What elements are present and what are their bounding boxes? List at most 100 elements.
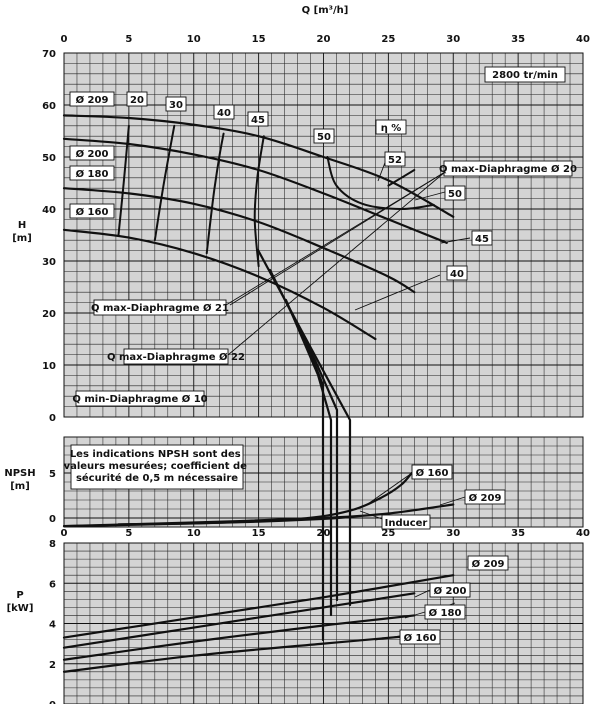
npsh-y-ticks: 05: [49, 469, 56, 525]
power-label-209: Ø 209: [472, 558, 505, 570]
npsh-axis-unit: [m]: [10, 481, 30, 492]
npsh-box-160: [411, 464, 453, 480]
x-tick-label: 25: [381, 34, 395, 45]
y-tick-label: 0: [49, 514, 56, 525]
x-tick-label: 40: [576, 34, 590, 45]
qmin-10-label: Q min-Diaphragme Ø 10: [72, 393, 207, 405]
head-curve-160: [62, 228, 377, 341]
npsh-label-209: Ø 209: [469, 492, 502, 504]
power-label-180: Ø 180: [429, 607, 462, 619]
y-tick-label: 2: [49, 660, 56, 671]
y-tick-label: 0: [49, 413, 56, 424]
efficiency-curve-52: [387, 169, 416, 187]
power-axis-title: P: [16, 590, 23, 601]
head-label-209: Ø 209: [76, 94, 109, 106]
eff-label-50: 50: [317, 132, 331, 143]
y-tick-label: 20: [42, 309, 56, 320]
power-box-160: [399, 629, 441, 645]
x-ticks-middle: 0 5 10 15 20 25 30 35 40: [61, 528, 590, 539]
qmax-22-label: Q max-Diaphragme Ø 22: [107, 351, 245, 363]
eff-label-40: 40: [217, 108, 231, 119]
eff-box-40: [213, 104, 235, 120]
efficiency-curve-45: [253, 135, 265, 268]
x-ticks-top: 0 5 10 15 20 25 30 35 40: [61, 34, 590, 45]
power-grid: [63, 542, 584, 704]
label-box-h200: [69, 145, 115, 161]
efficiency-curve-50: [326, 156, 435, 211]
power-axis-unit: [kW]: [7, 603, 34, 614]
qmax-21-label: Q max-Diaphragme Ø 21: [91, 302, 229, 314]
qmax-20-label: Q max-Diaphragme Ø 20: [439, 163, 577, 175]
eff-right-box-50: [444, 185, 466, 201]
x-tick-label: 30: [446, 528, 460, 539]
eff-box-20: [126, 91, 148, 107]
x-tick-label: 35: [511, 528, 525, 539]
eff-box-45: [247, 111, 269, 127]
efficiency-curves: [117, 124, 435, 268]
eff-label-45: 45: [251, 115, 265, 126]
head-axis-unit: [m]: [12, 233, 32, 244]
x-tick-label: 10: [187, 34, 201, 45]
qmax-22-box: [123, 348, 229, 365]
eff-box-50: [313, 128, 335, 144]
y-tick-label: 6: [49, 579, 56, 590]
power-curve-180: [62, 614, 416, 661]
y-tick-label: 50: [42, 153, 56, 164]
eff-label-52: 52: [388, 155, 402, 166]
npsh-note-box: [70, 444, 244, 490]
efficiency-curve-40: [205, 132, 225, 255]
x-tick-label: 25: [381, 528, 395, 539]
eff-right-label-50: 50: [448, 189, 462, 200]
y-tick-label: 60: [42, 101, 56, 112]
qmax-21-box: [93, 299, 227, 316]
x-tick-label: 20: [317, 34, 331, 45]
x-tick-label: 35: [511, 34, 525, 45]
speed-label-box: [484, 66, 566, 83]
eff-label-20: 20: [130, 95, 144, 106]
eff-right-label-45: 45: [475, 234, 489, 245]
head-grid: [63, 52, 584, 418]
label-box-h160: [69, 203, 115, 219]
head-y-ticks: 0 10 20 30 40 50 60 70: [42, 49, 56, 424]
head-label-200: Ø 200: [76, 148, 109, 160]
npsh-curve-inducer: [117, 516, 351, 526]
power-box-209: [467, 555, 509, 571]
npsh-note: Les indications NPSH sont des valeurs me…: [64, 449, 251, 484]
power-label-160: Ø 160: [404, 632, 437, 644]
head-curve-209: [62, 114, 455, 218]
connector-lines: [256, 248, 352, 642]
eta-label: η %: [381, 123, 402, 134]
qmin-10-box: [75, 390, 205, 407]
power-box-200: [429, 582, 471, 598]
power-curve-200: [62, 592, 416, 649]
y-tick-label: 10: [42, 361, 56, 372]
qmax-20-box: [443, 160, 573, 177]
head-curve-180: [62, 187, 416, 294]
x-tick-label: 10: [187, 528, 201, 539]
x-tick-label: 5: [125, 34, 132, 45]
head-label-160: Ø 160: [76, 206, 109, 218]
head-axis-title: H: [18, 220, 26, 231]
power-box-180: [424, 604, 466, 620]
npsh-box-209: [464, 489, 506, 505]
x-tick-label: 40: [576, 528, 590, 539]
power-curve-160: [62, 634, 416, 673]
power-y-ticks: 0 2 4 6 8: [49, 539, 56, 704]
y-tick-label: 40: [42, 205, 56, 216]
eff-label-30: 30: [169, 100, 183, 111]
head-label-180: Ø 180: [76, 168, 109, 180]
y-tick-label: 8: [49, 539, 56, 550]
eff-box-30: [165, 96, 187, 112]
efficiency-curve-20: [117, 124, 130, 236]
power-label-200: Ø 200: [434, 585, 467, 597]
speed-label: 2800 tr/min: [492, 70, 558, 81]
label-box-h209: [69, 91, 115, 107]
y-tick-label: 4: [49, 620, 56, 631]
eff-box-52: [384, 151, 406, 167]
eff-right-label-40: 40: [450, 269, 464, 280]
power-curve-209: [62, 574, 455, 639]
eff-right-box-45: [471, 230, 493, 246]
y-tick-label: 70: [42, 49, 56, 60]
label-box-h180: [69, 165, 115, 181]
inducer-label: Inducer: [385, 518, 428, 529]
